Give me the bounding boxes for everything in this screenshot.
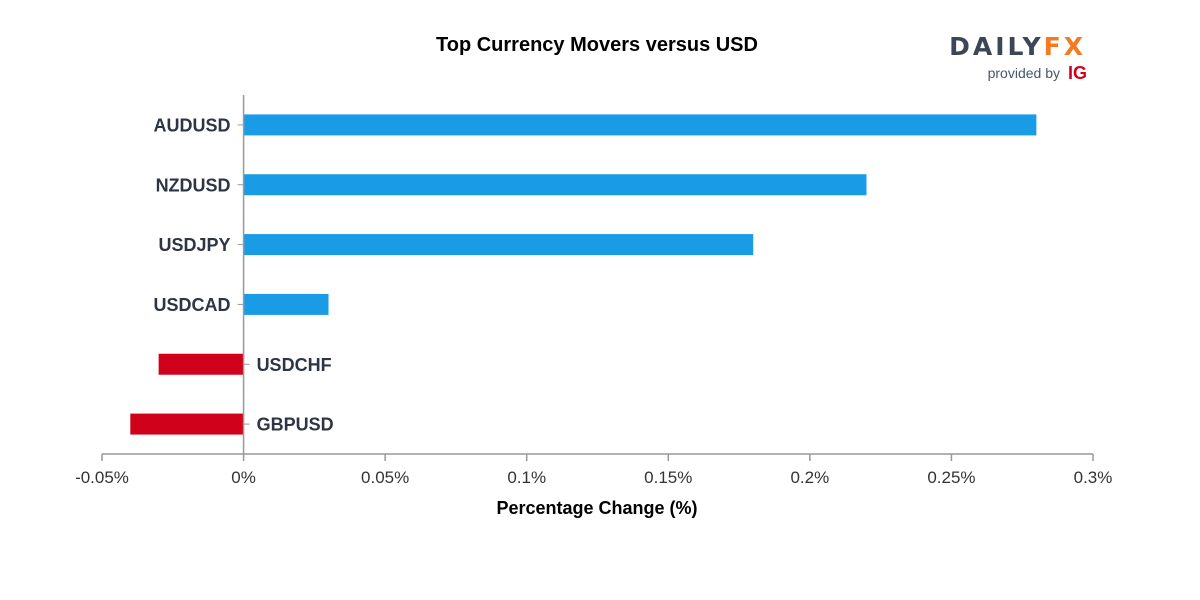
bar-usdchf	[158, 353, 244, 375]
bars-group	[130, 114, 1037, 435]
x-tick-group: -0.05% 0% 0.05% 0.1% 0.15% 0.2% 0.25% 0.3%	[75, 454, 1112, 487]
category-label-usdchf: USDCHF	[257, 355, 332, 375]
bar-gbpusd	[130, 413, 244, 435]
x-tick-label: 0.3%	[1074, 468, 1113, 487]
x-tick-label: -0.05%	[75, 468, 129, 487]
axes-group	[102, 95, 1093, 455]
x-tick-label: 0.25%	[927, 468, 975, 487]
bar-audusd	[243, 114, 1037, 136]
category-label-usdcad: USDCAD	[154, 295, 231, 315]
x-tick-label: 0.05%	[361, 468, 409, 487]
x-axis-label: Percentage Change (%)	[496, 498, 697, 518]
logo-ig: IG	[1068, 63, 1087, 83]
bar-usdjpy	[243, 234, 754, 256]
logo-fx: FX	[1044, 32, 1086, 61]
x-tick-label: 0%	[231, 468, 256, 487]
category-label-nzdusd: NZDUSD	[156, 175, 231, 195]
x-tick-label: 0.2%	[790, 468, 829, 487]
category-label-audusd: AUDUSD	[154, 115, 231, 135]
x-tick-label: 0.1%	[507, 468, 546, 487]
category-labels-group: AUDUSD NZDUSD USDJPY USDCAD USDCHF GBPUSD	[154, 115, 334, 434]
logo-provided-by: provided by	[988, 65, 1060, 81]
bar-usdcad	[243, 293, 329, 315]
logo-daily: DAILY	[949, 32, 1044, 61]
bar-nzdusd	[243, 174, 867, 196]
x-tick-label: 0.15%	[644, 468, 692, 487]
dailyfx-logo: DAILYFX provided by IG	[949, 32, 1087, 83]
logo-wordmark: DAILYFX	[949, 32, 1086, 61]
category-label-gbpusd: GBPUSD	[257, 415, 334, 435]
chart-title: Top Currency Movers versus USD	[436, 34, 758, 56]
category-label-usdjpy: USDJPY	[159, 235, 231, 255]
